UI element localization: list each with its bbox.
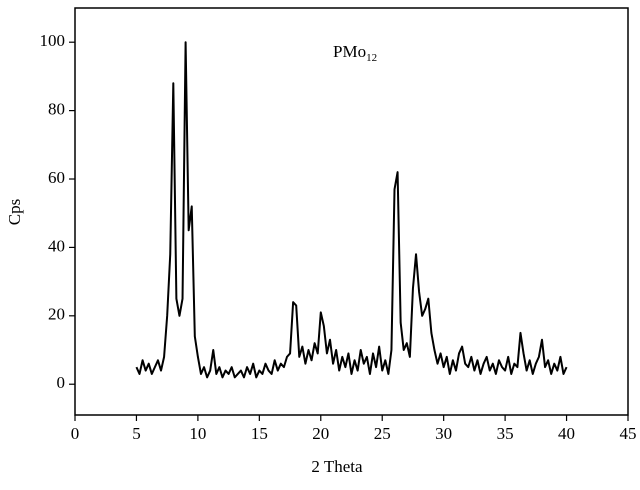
plot-frame [74, 7, 629, 416]
x-tick-label: 15 [251, 424, 268, 443]
x-tick-label: 5 [132, 424, 141, 443]
x-tick-label: 45 [620, 424, 637, 443]
y-tick-label: 40 [48, 236, 65, 255]
y-tick-label: 100 [40, 31, 66, 50]
x-tick-label: 25 [374, 424, 391, 443]
x-tick-label: 35 [497, 424, 514, 443]
y-tick-label: 20 [48, 305, 65, 324]
annotation-subscript: 12 [366, 52, 377, 64]
y-tick-label: 80 [48, 100, 65, 119]
y-tick-label: 60 [48, 168, 65, 187]
x-tick-label: 10 [189, 424, 206, 443]
y-axis-label: Cps [5, 199, 24, 225]
x-tick-label: 40 [558, 424, 575, 443]
annotation-text: PMo [333, 42, 366, 61]
x-axis-label: 2 Theta [311, 457, 363, 476]
x-tick-label: 0 [71, 424, 80, 443]
annotation: PMo12 [333, 42, 377, 64]
x-tick-label: 20 [312, 424, 329, 443]
y-tick-label: 0 [57, 373, 66, 392]
x-tick-label: 30 [435, 424, 452, 443]
data-line [135, 41, 568, 379]
